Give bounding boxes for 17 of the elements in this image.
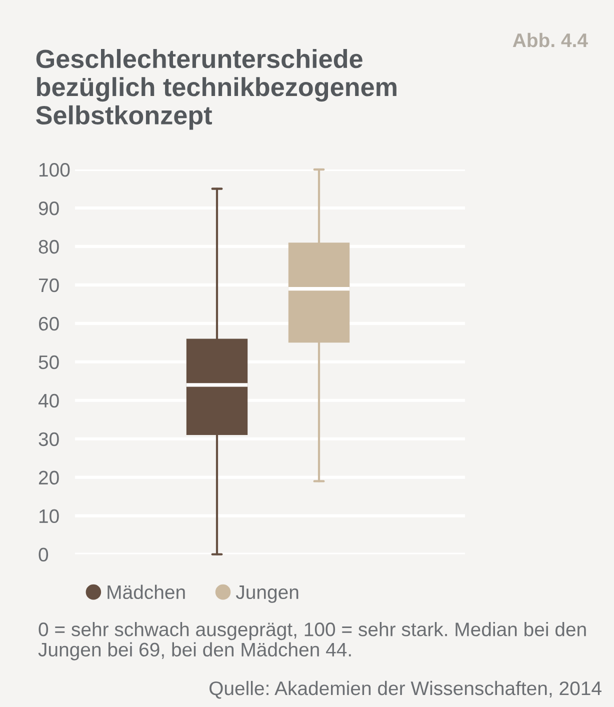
- y-tick-label: 60: [38, 316, 59, 331]
- y-tick-label: 40: [38, 394, 59, 408]
- legend-label: Mädchen: [108, 584, 185, 600]
- text: 0 = sehr schwach ausgeprägt, 100 = sehr stark. Median bei den Jungen bei 69, bei den Mädchen 44.: [38, 622, 586, 660]
- legend-label: Jungen: [236, 585, 298, 603]
- y-tick-label: 20: [38, 470, 59, 485]
- y-tick-label: 0: [38, 548, 48, 562]
- caption: Abb. 4.4: [512, 32, 588, 48]
- y-tick-label: 50: [38, 355, 59, 370]
- y-tick-label: 70: [38, 278, 59, 292]
- y-tick-label: 30: [38, 432, 59, 446]
- source-note: Quelle: Akademien der Wissenschaften, 2014: [210, 680, 602, 699]
- y-tick-label: 90: [38, 201, 59, 216]
- y-tick-label: 100: [39, 162, 70, 177]
- chart-title: Geschlechterunterschiede bezüglich technikbezogenem Selbstkonzept: [36, 49, 396, 130]
- y-tick-label: 80: [38, 240, 59, 254]
- y-tick-label: 10: [39, 509, 59, 524]
